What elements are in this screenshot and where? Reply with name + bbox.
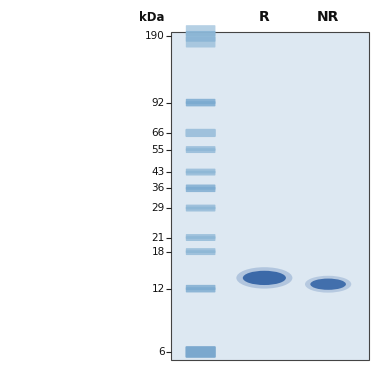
FancyBboxPatch shape [186,236,215,241]
FancyBboxPatch shape [186,99,215,104]
Ellipse shape [243,271,286,285]
FancyBboxPatch shape [186,248,215,253]
FancyBboxPatch shape [186,31,215,42]
FancyBboxPatch shape [186,169,215,173]
Text: 36: 36 [152,183,165,193]
Ellipse shape [305,276,351,292]
FancyBboxPatch shape [186,148,215,153]
FancyBboxPatch shape [186,207,215,212]
Text: 43: 43 [152,167,165,177]
FancyBboxPatch shape [186,25,215,36]
FancyBboxPatch shape [171,32,369,360]
FancyBboxPatch shape [186,285,215,290]
Text: kDa: kDa [139,11,165,24]
FancyBboxPatch shape [186,146,215,151]
Text: 6: 6 [158,347,165,357]
Text: 12: 12 [152,284,165,294]
Text: 21: 21 [152,232,165,243]
Text: NR: NR [317,10,339,24]
FancyBboxPatch shape [186,187,215,192]
FancyBboxPatch shape [186,101,215,106]
FancyBboxPatch shape [186,234,215,239]
Text: 92: 92 [152,98,165,108]
FancyBboxPatch shape [186,171,215,176]
FancyBboxPatch shape [186,205,215,209]
FancyBboxPatch shape [186,129,216,137]
Text: R: R [259,10,270,24]
Text: 190: 190 [145,32,165,41]
FancyBboxPatch shape [186,346,216,358]
Text: 18: 18 [152,247,165,256]
Text: 55: 55 [152,145,165,154]
FancyBboxPatch shape [186,37,215,48]
Text: 29: 29 [152,203,165,213]
FancyBboxPatch shape [186,287,215,292]
Ellipse shape [236,267,292,289]
Ellipse shape [310,279,346,290]
FancyBboxPatch shape [186,184,215,190]
Text: 66: 66 [152,128,165,138]
FancyBboxPatch shape [186,250,215,255]
